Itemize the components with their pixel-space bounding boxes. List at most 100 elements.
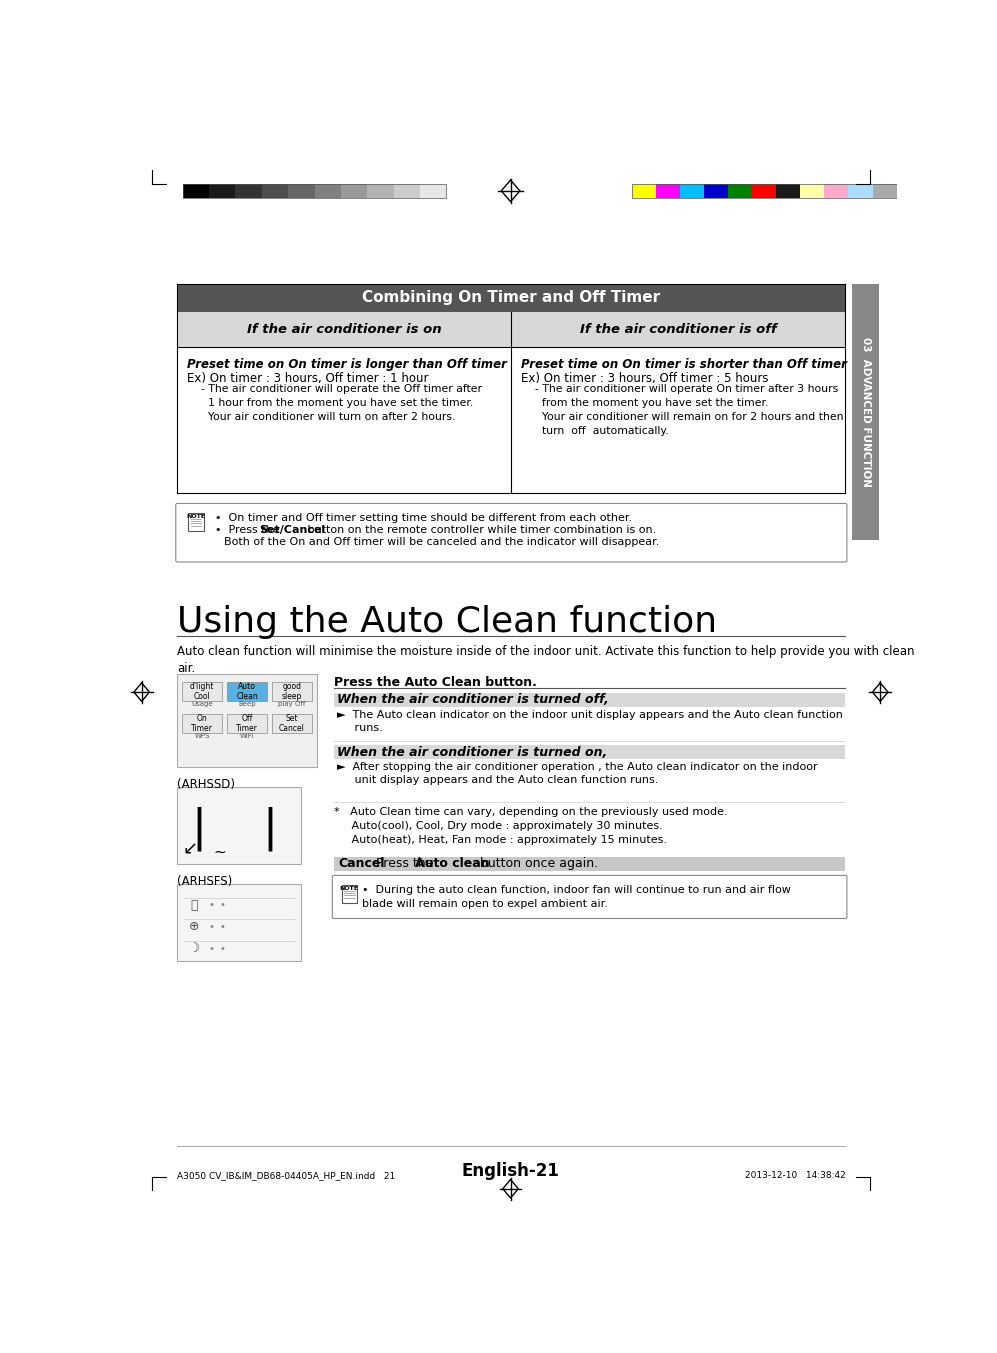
Text: •  On timer and Off timer setting time should be different from each other.: • On timer and Off timer setting time sh… xyxy=(214,513,632,522)
Text: If the air conditioner is on: If the air conditioner is on xyxy=(247,323,442,336)
Text: play Off: play Off xyxy=(278,701,306,706)
Text: A3050 CV_IB&IM_DB68-04405A_HP_EN.indd   21: A3050 CV_IB&IM_DB68-04405A_HP_EN.indd 21 xyxy=(177,1172,396,1180)
Bar xyxy=(656,184,680,198)
Bar xyxy=(177,311,845,348)
Bar xyxy=(704,184,729,198)
Bar xyxy=(182,682,222,701)
Text: 2013-12-10   14:38:42: 2013-12-10 14:38:42 xyxy=(745,1172,845,1180)
Text: When the air conditioner is turned off,: When the air conditioner is turned off, xyxy=(337,693,609,706)
Text: |: | xyxy=(191,806,206,851)
Bar xyxy=(235,184,262,198)
Text: Beep: Beep xyxy=(238,701,256,706)
Text: ⏻: ⏻ xyxy=(190,898,198,912)
Text: •  During the auto clean function, indoor fan will continue to run and air flow
: • During the auto clean function, indoor… xyxy=(362,885,791,909)
Bar xyxy=(188,513,203,532)
Bar xyxy=(729,184,753,198)
Text: •: • xyxy=(208,900,214,911)
Text: good
sleep: good sleep xyxy=(282,682,302,701)
Bar xyxy=(262,184,288,198)
Bar xyxy=(801,184,825,198)
Text: Set/Cancel: Set/Cancel xyxy=(259,525,326,534)
Bar xyxy=(394,184,420,198)
Text: Preset time on On timer is shorter than Off timer: Preset time on On timer is shorter than … xyxy=(520,359,846,371)
Bar xyxy=(777,184,801,198)
Bar xyxy=(177,348,845,494)
Text: Auto clean function will minimise the moisture inside of the indoor unit. Activa: Auto clean function will minimise the mo… xyxy=(177,645,915,675)
Bar xyxy=(367,184,394,198)
Text: - The air conditioner will operate the Off timer after
  1 hour from the moment : - The air conditioner will operate the O… xyxy=(200,384,482,422)
Bar xyxy=(314,184,341,198)
Bar xyxy=(872,184,896,198)
Text: When the air conditioner is turned on,: When the air conditioner is turned on, xyxy=(337,746,607,759)
Bar xyxy=(334,693,845,706)
Bar xyxy=(851,284,879,540)
Bar xyxy=(209,184,235,198)
Text: WPS: WPS xyxy=(194,733,209,739)
Text: - The air conditioner will operate On timer after 3 hours
  from the moment you : - The air conditioner will operate On ti… xyxy=(534,384,843,436)
Text: Auto clean: Auto clean xyxy=(415,858,490,870)
Text: NOTE: NOTE xyxy=(340,886,359,892)
Bar xyxy=(177,284,845,311)
Bar xyxy=(334,856,845,871)
Bar xyxy=(182,184,209,198)
Text: button on the remote controller while timer combination is on.: button on the remote controller while ti… xyxy=(304,525,657,534)
Text: ☽: ☽ xyxy=(188,942,200,955)
Bar xyxy=(272,682,312,701)
FancyBboxPatch shape xyxy=(175,503,846,561)
Bar xyxy=(288,184,314,198)
Text: *   Auto Clean time can vary, depending on the previously used mode.
     Auto(c: * Auto Clean time can vary, depending on… xyxy=(334,806,728,844)
Text: ►  After stopping the air conditioner operation , the Auto clean indicator on th: ► After stopping the air conditioner ope… xyxy=(337,762,818,785)
FancyBboxPatch shape xyxy=(332,875,846,919)
Text: •: • xyxy=(208,921,214,932)
Text: Ex) On timer : 3 hours, Off timer : 1 hour: Ex) On timer : 3 hours, Off timer : 1 ho… xyxy=(186,372,428,384)
Bar xyxy=(177,674,317,767)
Bar xyxy=(420,184,447,198)
Bar xyxy=(341,184,367,198)
Bar xyxy=(182,714,222,733)
Text: Combining On Timer and Off Timer: Combining On Timer and Off Timer xyxy=(362,291,660,306)
Text: English-21: English-21 xyxy=(462,1162,559,1180)
Bar xyxy=(227,714,267,733)
Bar xyxy=(632,184,656,198)
Bar xyxy=(177,787,301,863)
Bar xyxy=(848,184,872,198)
Bar xyxy=(680,184,704,198)
Text: Both of the On and Off timer will be canceled and the indicator will disappear.: Both of the On and Off timer will be can… xyxy=(223,537,659,548)
Bar xyxy=(825,184,848,198)
Text: Usage: Usage xyxy=(191,701,213,706)
Text: Using the Auto Clean function: Using the Auto Clean function xyxy=(177,605,718,639)
Bar xyxy=(334,746,845,759)
Text: Cancel: Cancel xyxy=(339,858,385,870)
Bar xyxy=(177,884,301,961)
Bar xyxy=(227,682,267,701)
Text: WiFi: WiFi xyxy=(240,733,254,739)
Text: •  Press the: • Press the xyxy=(214,525,283,534)
Text: NOTE: NOTE xyxy=(186,514,205,520)
Text: •: • xyxy=(220,900,226,911)
Text: Press the: Press the xyxy=(377,858,438,870)
Text: d'light
Cool: d'light Cool xyxy=(190,682,214,701)
Bar xyxy=(632,184,896,198)
Bar xyxy=(272,714,312,733)
Text: •: • xyxy=(208,943,214,954)
Text: |: | xyxy=(263,806,278,851)
Bar xyxy=(753,184,777,198)
Text: ⊕: ⊕ xyxy=(189,920,199,934)
Bar xyxy=(182,184,447,198)
Text: (ARHSSD): (ARHSSD) xyxy=(177,778,235,790)
Text: Preset time on On timer is longer than Off timer: Preset time on On timer is longer than O… xyxy=(186,359,506,371)
Text: On
Timer: On Timer xyxy=(191,714,213,733)
Text: ∼: ∼ xyxy=(213,844,226,859)
Text: ►  The Auto clean indicator on the indoor unit display appears and the Auto clea: ► The Auto clean indicator on the indoor… xyxy=(337,710,842,733)
Text: If the air conditioner is off: If the air conditioner is off xyxy=(580,323,777,336)
Bar xyxy=(342,885,357,902)
Text: Ex) On timer : 3 hours, Off timer : 5 hours: Ex) On timer : 3 hours, Off timer : 5 ho… xyxy=(520,372,768,384)
Text: •: • xyxy=(220,943,226,954)
Text: Set
Cancel: Set Cancel xyxy=(279,714,305,733)
Text: button once again.: button once again. xyxy=(476,858,598,870)
Text: Auto
Clean: Auto Clean xyxy=(236,682,258,701)
Text: Press the Auto Clean button.: Press the Auto Clean button. xyxy=(334,676,536,689)
Text: ↙: ↙ xyxy=(182,842,197,859)
Text: Off
Timer: Off Timer xyxy=(236,714,258,733)
Text: (ARHSFS): (ARHSFS) xyxy=(177,874,232,888)
